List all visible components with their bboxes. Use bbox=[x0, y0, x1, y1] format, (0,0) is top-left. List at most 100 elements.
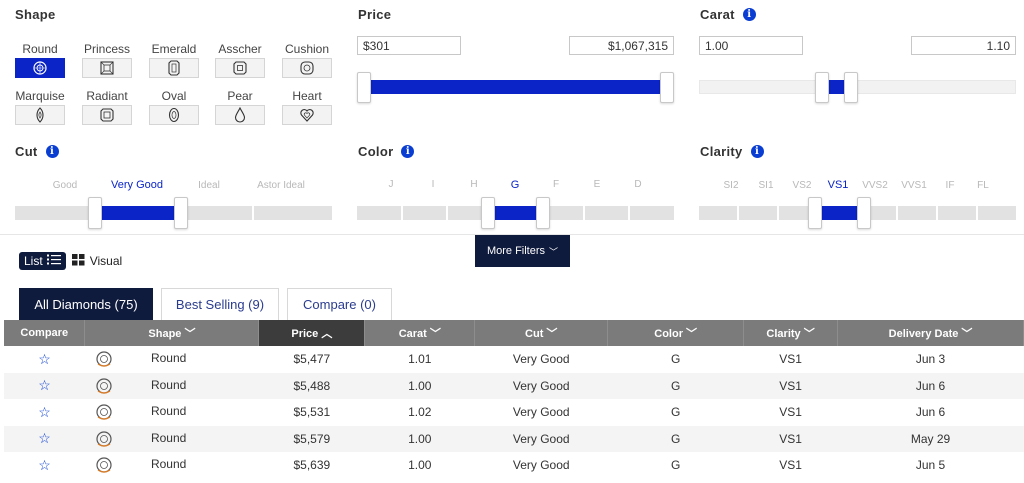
column-header-delivery-date[interactable]: Delivery Date ﹀ bbox=[837, 320, 1024, 346]
info-icon[interactable]: i bbox=[742, 8, 756, 21]
shape-emerald[interactable]: Emerald bbox=[148, 41, 200, 78]
row-delivery: May 29 bbox=[837, 425, 1024, 452]
row-shape: Round bbox=[150, 404, 187, 419]
star-icon[interactable]: ☆ bbox=[38, 350, 51, 367]
color-grade-label[interactable]: F bbox=[552, 179, 560, 190]
color-max-handle[interactable] bbox=[536, 197, 550, 229]
shape-label: Oval bbox=[161, 89, 187, 103]
tab-best-selling[interactable]: Best Selling (9) bbox=[161, 288, 279, 320]
round-diamond-icon bbox=[95, 351, 113, 367]
carat-slider-fill bbox=[828, 80, 844, 94]
radiant-shape-icon bbox=[82, 105, 132, 125]
column-header-price[interactable]: Price ︿ bbox=[258, 320, 366, 346]
table-row[interactable]: ☆ Round $5,477 1.01 Very Good G VS1 Jun … bbox=[4, 346, 1024, 373]
column-header-clarity[interactable]: Clarity ﹀ bbox=[743, 320, 839, 346]
shape-radiant[interactable]: Radiant bbox=[81, 88, 133, 125]
shape-label: Radiant bbox=[86, 89, 128, 103]
table-row[interactable]: ☆ Round $5,488 1.00 Very Good G VS1 Jun … bbox=[4, 372, 1024, 399]
row-cut: Very Good bbox=[474, 372, 608, 399]
pear-shape-icon bbox=[215, 105, 265, 125]
clarity-grade-label[interactable]: SI2 bbox=[723, 180, 739, 191]
row-price: $5,579 bbox=[258, 425, 365, 452]
star-icon[interactable]: ☆ bbox=[38, 456, 51, 473]
visual-view-label: Visual bbox=[89, 254, 123, 268]
row-price: $5,488 bbox=[258, 372, 365, 399]
table-row[interactable]: ☆ Round $5,531 1.02 Very Good G VS1 Jun … bbox=[4, 399, 1024, 426]
view-toggle: List Visual bbox=[19, 252, 122, 270]
chevron-up-icon: ︿ bbox=[321, 328, 333, 340]
info-icon[interactable]: i bbox=[401, 145, 415, 158]
star-icon[interactable]: ☆ bbox=[38, 377, 51, 394]
clarity-grade-label[interactable]: VS1 bbox=[827, 179, 849, 191]
chevron-down-icon: ﹀ bbox=[686, 328, 698, 340]
clarity-min-handle[interactable] bbox=[808, 197, 822, 229]
star-icon[interactable]: ☆ bbox=[38, 430, 51, 447]
shape-cushion[interactable]: Cushion bbox=[281, 41, 333, 78]
more-filters-label: More Filters bbox=[486, 245, 546, 257]
price-min-input[interactable]: $301 bbox=[357, 36, 461, 55]
shape-princess[interactable]: Princess bbox=[81, 41, 133, 78]
price-max-handle[interactable] bbox=[660, 72, 674, 103]
color-grade-label[interactable]: G bbox=[510, 179, 520, 191]
row-price: $5,531 bbox=[293, 405, 331, 420]
carat-max-handle[interactable] bbox=[844, 72, 858, 103]
shape-round[interactable]: Round bbox=[14, 41, 66, 78]
cut-slider-fill bbox=[102, 206, 174, 220]
price-max-input[interactable]: $1,067,315 bbox=[569, 36, 674, 55]
row-cut: Very Good bbox=[512, 458, 570, 473]
shape-pear[interactable]: Pear bbox=[214, 88, 266, 125]
table-row[interactable]: ☆ Round $5,579 1.00 Very Good G VS1 May … bbox=[4, 425, 1024, 452]
carat-min-handle[interactable] bbox=[815, 72, 829, 103]
more-filters-button[interactable]: More Filters ﹀ bbox=[475, 235, 570, 267]
price-min-handle[interactable] bbox=[357, 72, 371, 103]
shape-asscher[interactable]: Asscher bbox=[214, 41, 266, 78]
cut-grade-label[interactable]: Good bbox=[52, 180, 78, 191]
color-min-handle[interactable] bbox=[481, 197, 495, 229]
list-view-button[interactable]: List bbox=[19, 252, 66, 270]
clarity-max-handle[interactable] bbox=[857, 197, 871, 229]
info-icon[interactable]: i bbox=[45, 145, 59, 158]
color-grade-label[interactable]: J bbox=[388, 179, 394, 190]
shape-label: Emerald bbox=[151, 42, 197, 56]
carat-max-input[interactable]: 1.10 bbox=[911, 36, 1016, 55]
clarity-grade-label[interactable]: FL bbox=[977, 180, 989, 191]
color-grade-label[interactable]: I bbox=[431, 179, 435, 190]
carat-min-input[interactable]: 1.00 bbox=[699, 36, 803, 55]
row-delivery: Jun 6 bbox=[837, 372, 1024, 399]
cut-max-handle[interactable] bbox=[174, 197, 188, 229]
row-carat: 1.00 bbox=[408, 458, 432, 473]
clarity-grade-label[interactable]: VS2 bbox=[792, 180, 812, 191]
clarity-grade-label[interactable]: VVS1 bbox=[901, 180, 927, 191]
column-header-color[interactable]: Color ﹀ bbox=[607, 320, 745, 346]
shape-heart[interactable]: Heart bbox=[281, 88, 333, 125]
clarity-grade-label[interactable]: IF bbox=[945, 180, 955, 191]
color-grade-label[interactable]: D bbox=[634, 179, 642, 190]
row-delivery: Jun 5 bbox=[915, 458, 946, 473]
cut-grade-label[interactable]: Astor Ideal bbox=[257, 180, 305, 191]
chevron-down-icon: ﹀ bbox=[803, 328, 815, 340]
table-row[interactable]: ☆ Round $5,639 1.00 Very Good G VS1 Jun … bbox=[4, 452, 1024, 479]
row-price: $5,639 bbox=[293, 458, 331, 473]
star-icon[interactable]: ☆ bbox=[38, 403, 51, 420]
column-header-shape[interactable]: Shape ﹀ bbox=[84, 320, 260, 346]
column-header-carat[interactable]: Carat ﹀ bbox=[364, 320, 476, 346]
cut-min-handle[interactable] bbox=[88, 197, 102, 229]
clarity-grade-label[interactable]: VVS2 bbox=[862, 180, 888, 191]
tab-compare[interactable]: Compare (0) bbox=[287, 288, 392, 320]
clarity-grade-label[interactable]: SI1 bbox=[758, 180, 774, 191]
info-icon[interactable]: i bbox=[750, 145, 764, 158]
round-shape-icon bbox=[15, 58, 65, 78]
color-grade-label[interactable]: E bbox=[593, 179, 601, 190]
row-cut: Very Good bbox=[474, 425, 608, 452]
asscher-shape-icon bbox=[215, 58, 265, 78]
shape-marquise[interactable]: Marquise bbox=[14, 88, 66, 125]
tab-all-diamonds[interactable]: All Diamonds (75) bbox=[19, 288, 153, 320]
shape-oval[interactable]: Oval bbox=[148, 88, 200, 125]
color-grade-label[interactable]: H bbox=[470, 179, 478, 190]
row-color: G bbox=[607, 425, 744, 452]
emerald-shape-icon bbox=[149, 58, 199, 78]
column-header-cut[interactable]: Cut ﹀ bbox=[474, 320, 609, 346]
cut-grade-label[interactable]: Ideal bbox=[198, 180, 220, 191]
cut-grade-label[interactable]: Very Good bbox=[111, 179, 163, 191]
visual-view-button[interactable]: Visual bbox=[71, 253, 123, 269]
